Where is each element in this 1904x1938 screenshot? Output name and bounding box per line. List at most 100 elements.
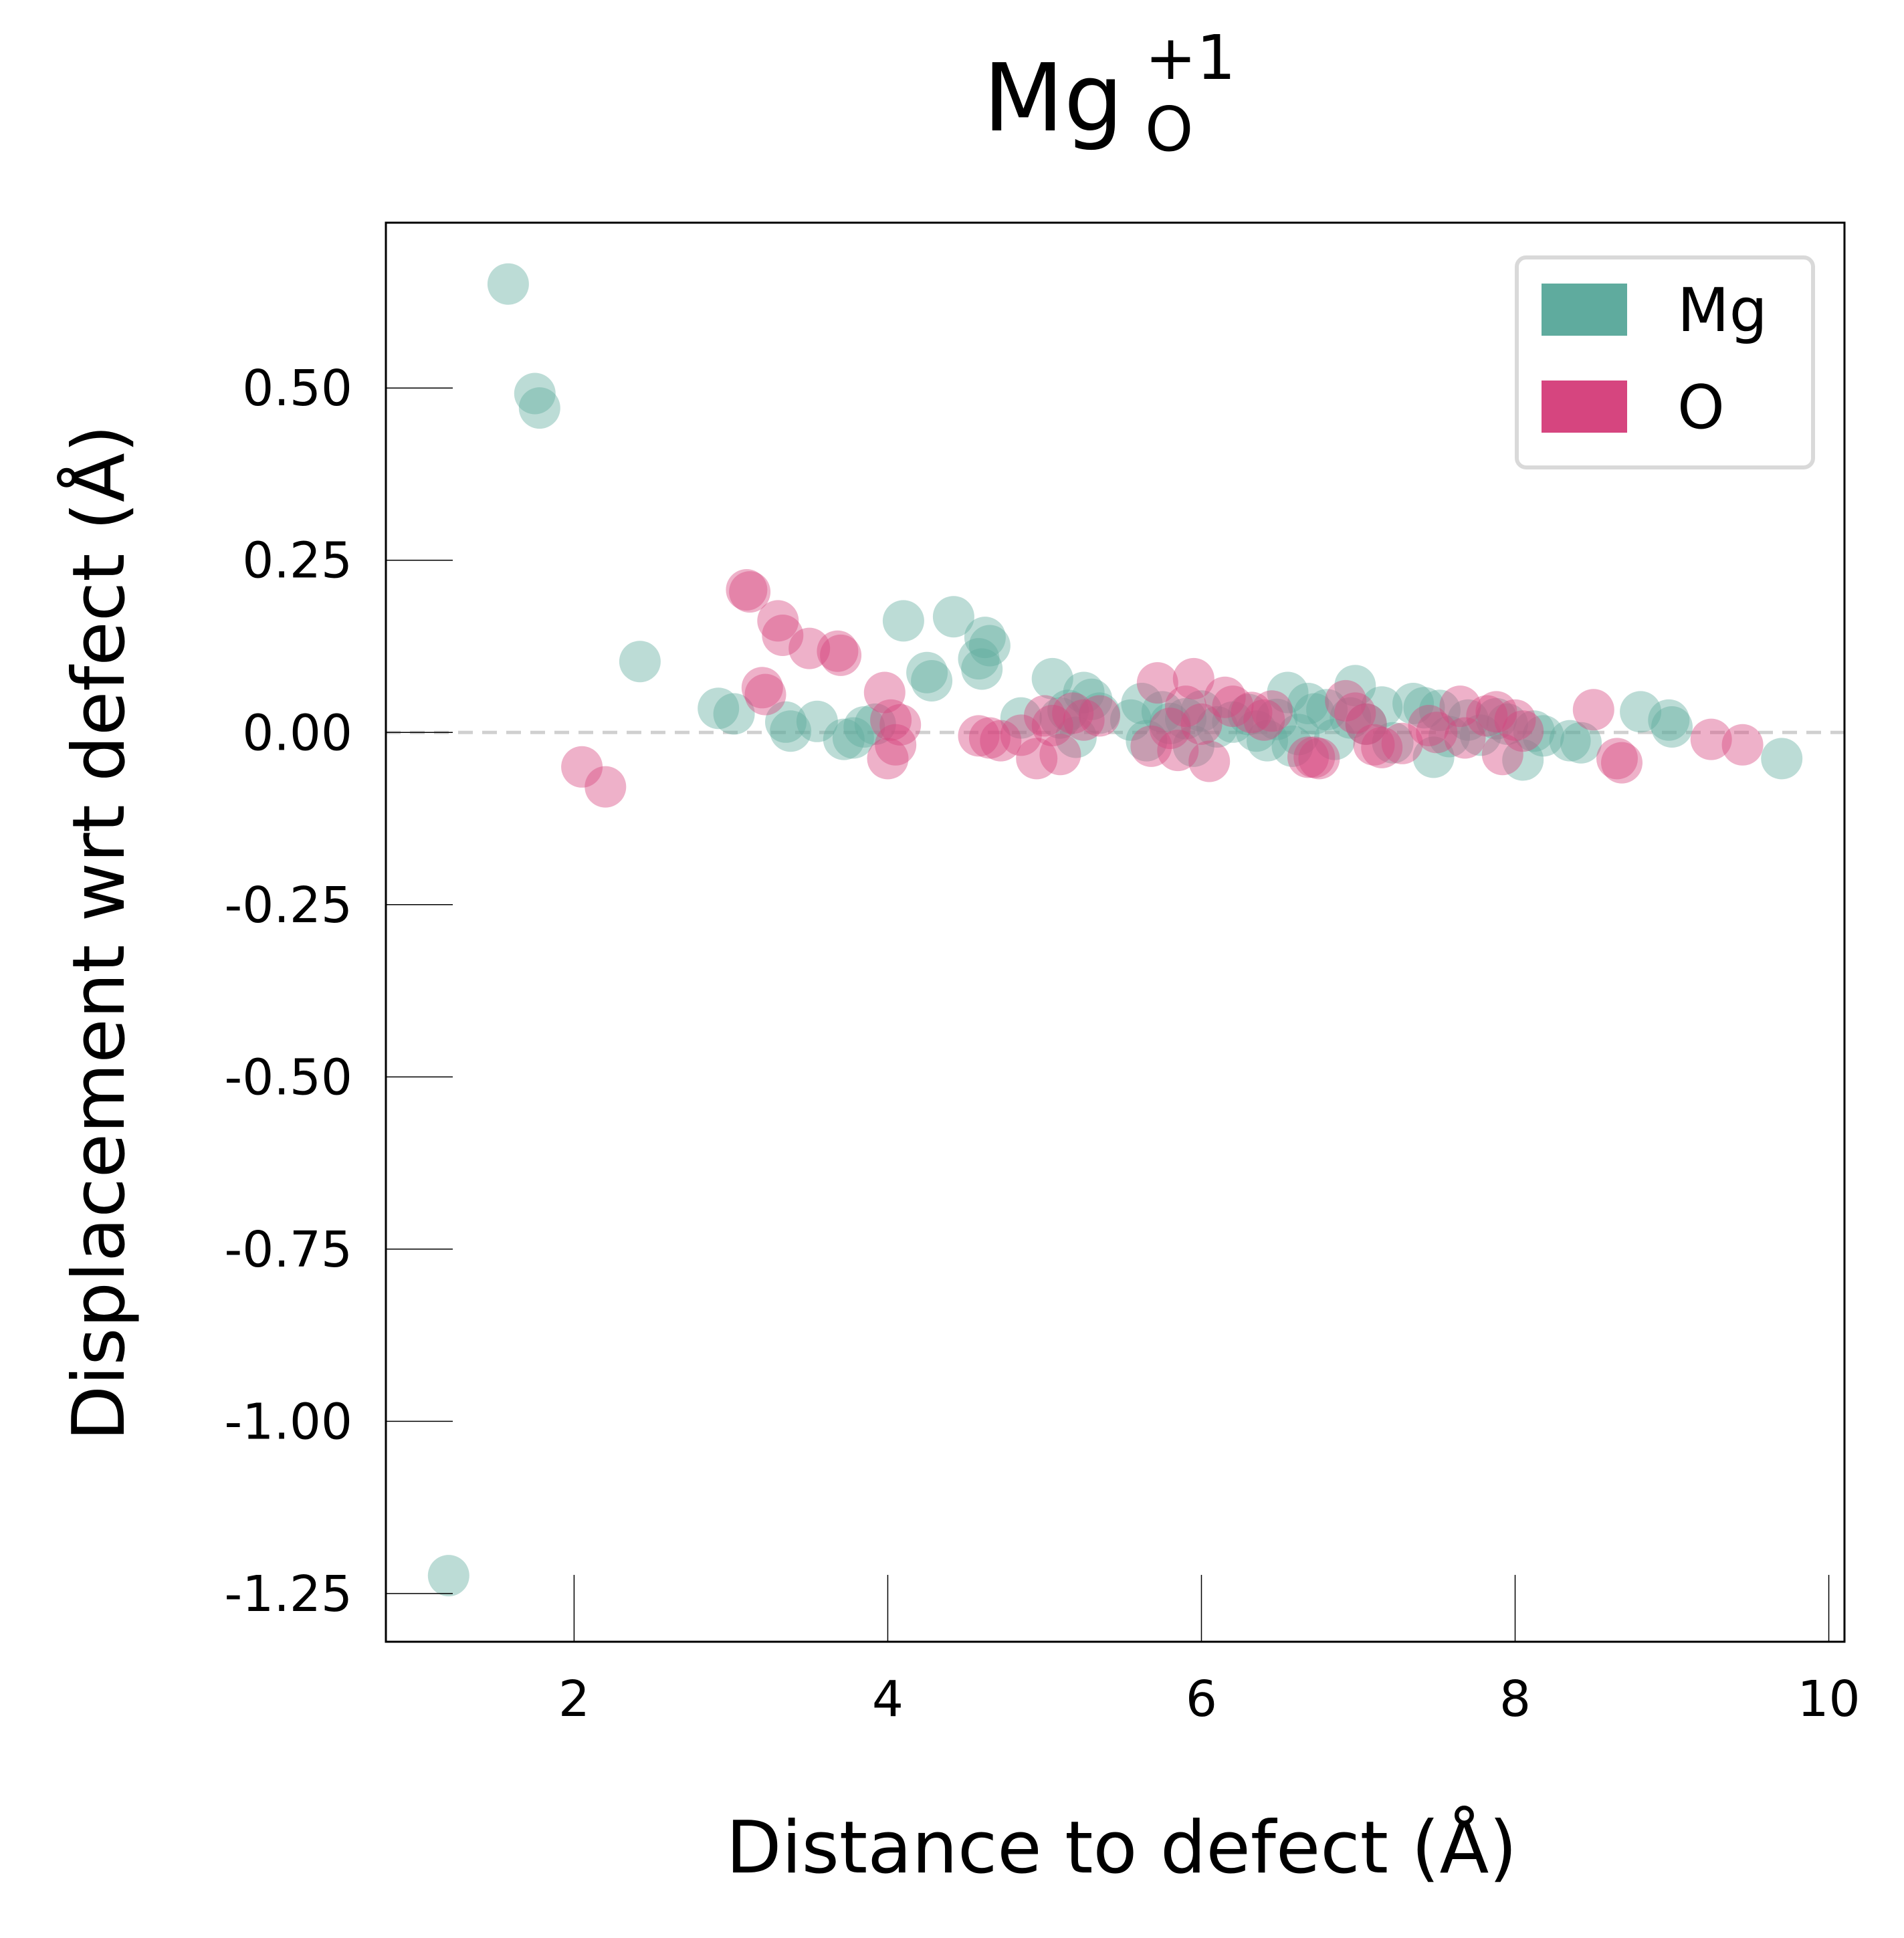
point-mg-8 — [770, 710, 812, 752]
point-o-52 — [1444, 717, 1486, 759]
y-tick-label: -0.75 — [225, 1221, 352, 1279]
point-o-50 — [1416, 712, 1458, 754]
point-o-4 — [741, 667, 783, 709]
point-mg-29 — [1079, 692, 1120, 734]
point-o-34 — [1188, 740, 1231, 782]
point-o-22 — [1031, 705, 1073, 746]
point-o-38 — [1243, 699, 1285, 741]
point-mg-41 — [1235, 710, 1277, 752]
point-mg-4 — [619, 641, 661, 683]
point-mg-51 — [1330, 697, 1372, 739]
point-o-46 — [1353, 724, 1395, 766]
x-tick-label: 4 — [872, 1671, 904, 1728]
point-mg-57 — [1403, 687, 1445, 729]
point-mg-5 — [698, 687, 740, 730]
point-o-62 — [1721, 724, 1764, 766]
y-axis-ticks: 0.50 0.25 0.00 -0.25 -0.50 -0.75 -1.00 -1.25 — [225, 360, 453, 1623]
point-o-23 — [1039, 734, 1081, 776]
point-mg-15 — [906, 651, 948, 693]
point-o-18 — [980, 720, 1022, 762]
point-mg-48 — [1293, 693, 1336, 735]
y-tick-label: 0.00 — [242, 704, 352, 762]
point-mg-16 — [911, 660, 953, 702]
point-o-21 — [1024, 695, 1065, 737]
point-mg-31 — [1121, 683, 1163, 724]
point-o-51 — [1439, 685, 1481, 728]
point-o-5 — [744, 673, 786, 716]
point-mg-40 — [1227, 693, 1269, 736]
point-mg-52 — [1334, 665, 1376, 707]
point-mg-30 — [1110, 699, 1152, 741]
point-mg-24 — [1039, 697, 1081, 739]
point-o-29 — [1149, 708, 1191, 750]
point-o-3 — [729, 571, 771, 613]
point-mg-28 — [1071, 678, 1113, 720]
point-o-40 — [1287, 736, 1329, 778]
point-mg-37 — [1180, 690, 1223, 732]
y-tick-label: 0.50 — [242, 360, 352, 417]
point-mg-34 — [1149, 702, 1191, 744]
point-o-6 — [757, 600, 799, 642]
point-mg-21 — [961, 648, 1003, 690]
point-mg-71 — [1648, 699, 1690, 741]
point-o-47 — [1361, 726, 1403, 768]
x-axis-label: Distance to defect (Å) — [726, 1805, 1517, 1890]
plot-area-frame — [385, 221, 1846, 1643]
point-mg-9 — [796, 700, 838, 742]
point-o-19 — [1000, 714, 1042, 756]
point-mg-3 — [518, 387, 560, 429]
y-tick-label: -1.00 — [225, 1393, 352, 1450]
point-o-31 — [1165, 685, 1206, 728]
point-o-13 — [875, 724, 917, 766]
point-o-49 — [1408, 705, 1450, 746]
point-o-16 — [958, 715, 1000, 757]
point-mg-64 — [1486, 703, 1528, 745]
point-o-59 — [1596, 738, 1638, 780]
point-o-60 — [1601, 742, 1643, 784]
point-mg-12 — [843, 706, 885, 748]
legend-label-o: O — [1677, 372, 1725, 443]
point-mg-20 — [968, 625, 1011, 667]
point-mg-60 — [1429, 716, 1470, 758]
point-mg-10 — [823, 718, 865, 760]
point-mg-53 — [1345, 703, 1387, 745]
point-o-58 — [1572, 689, 1614, 731]
point-mg-67 — [1522, 715, 1564, 757]
point-mg-26 — [1055, 716, 1097, 758]
point-mg-23 — [1031, 657, 1073, 699]
point-o-30 — [1157, 730, 1199, 772]
y-tick-label: -0.25 — [225, 877, 352, 934]
scatter-points — [427, 263, 1803, 1597]
point-mg-73 — [1761, 738, 1803, 780]
y-tick-label: -1.25 — [225, 1566, 352, 1623]
point-mg-13 — [854, 703, 896, 745]
point-o-8 — [788, 627, 831, 669]
point-mg-70 — [1620, 691, 1662, 733]
point-mg-61 — [1447, 699, 1489, 741]
point-o-24 — [1052, 692, 1094, 734]
legend: Mg O — [1515, 255, 1815, 469]
point-mg-22 — [1000, 697, 1042, 739]
y-tick-label: -0.50 — [225, 1049, 352, 1106]
point-mg-19 — [964, 617, 1006, 659]
point-o-2 — [726, 569, 768, 611]
point-mg-69 — [1560, 722, 1602, 764]
point-o-56 — [1494, 699, 1536, 741]
point-mg-38 — [1196, 706, 1238, 748]
point-o-44 — [1334, 692, 1376, 734]
legend-label-mg: Mg — [1677, 276, 1768, 346]
point-mg-39 — [1212, 701, 1254, 743]
point-mg-2 — [514, 372, 556, 415]
point-mg-27 — [1063, 671, 1105, 714]
point-mg-59 — [1418, 689, 1461, 732]
point-o-45 — [1345, 703, 1387, 745]
series-mg — [427, 263, 1803, 1597]
chart-title: Mg +1 O — [983, 22, 1236, 165]
chart-title-superscript: +1 — [1145, 22, 1236, 94]
point-mg-50 — [1313, 718, 1356, 760]
point-mg-46 — [1277, 714, 1319, 756]
point-o-9 — [817, 630, 859, 672]
chart-title-subscript: O — [1145, 94, 1193, 165]
series-o — [561, 569, 1764, 808]
